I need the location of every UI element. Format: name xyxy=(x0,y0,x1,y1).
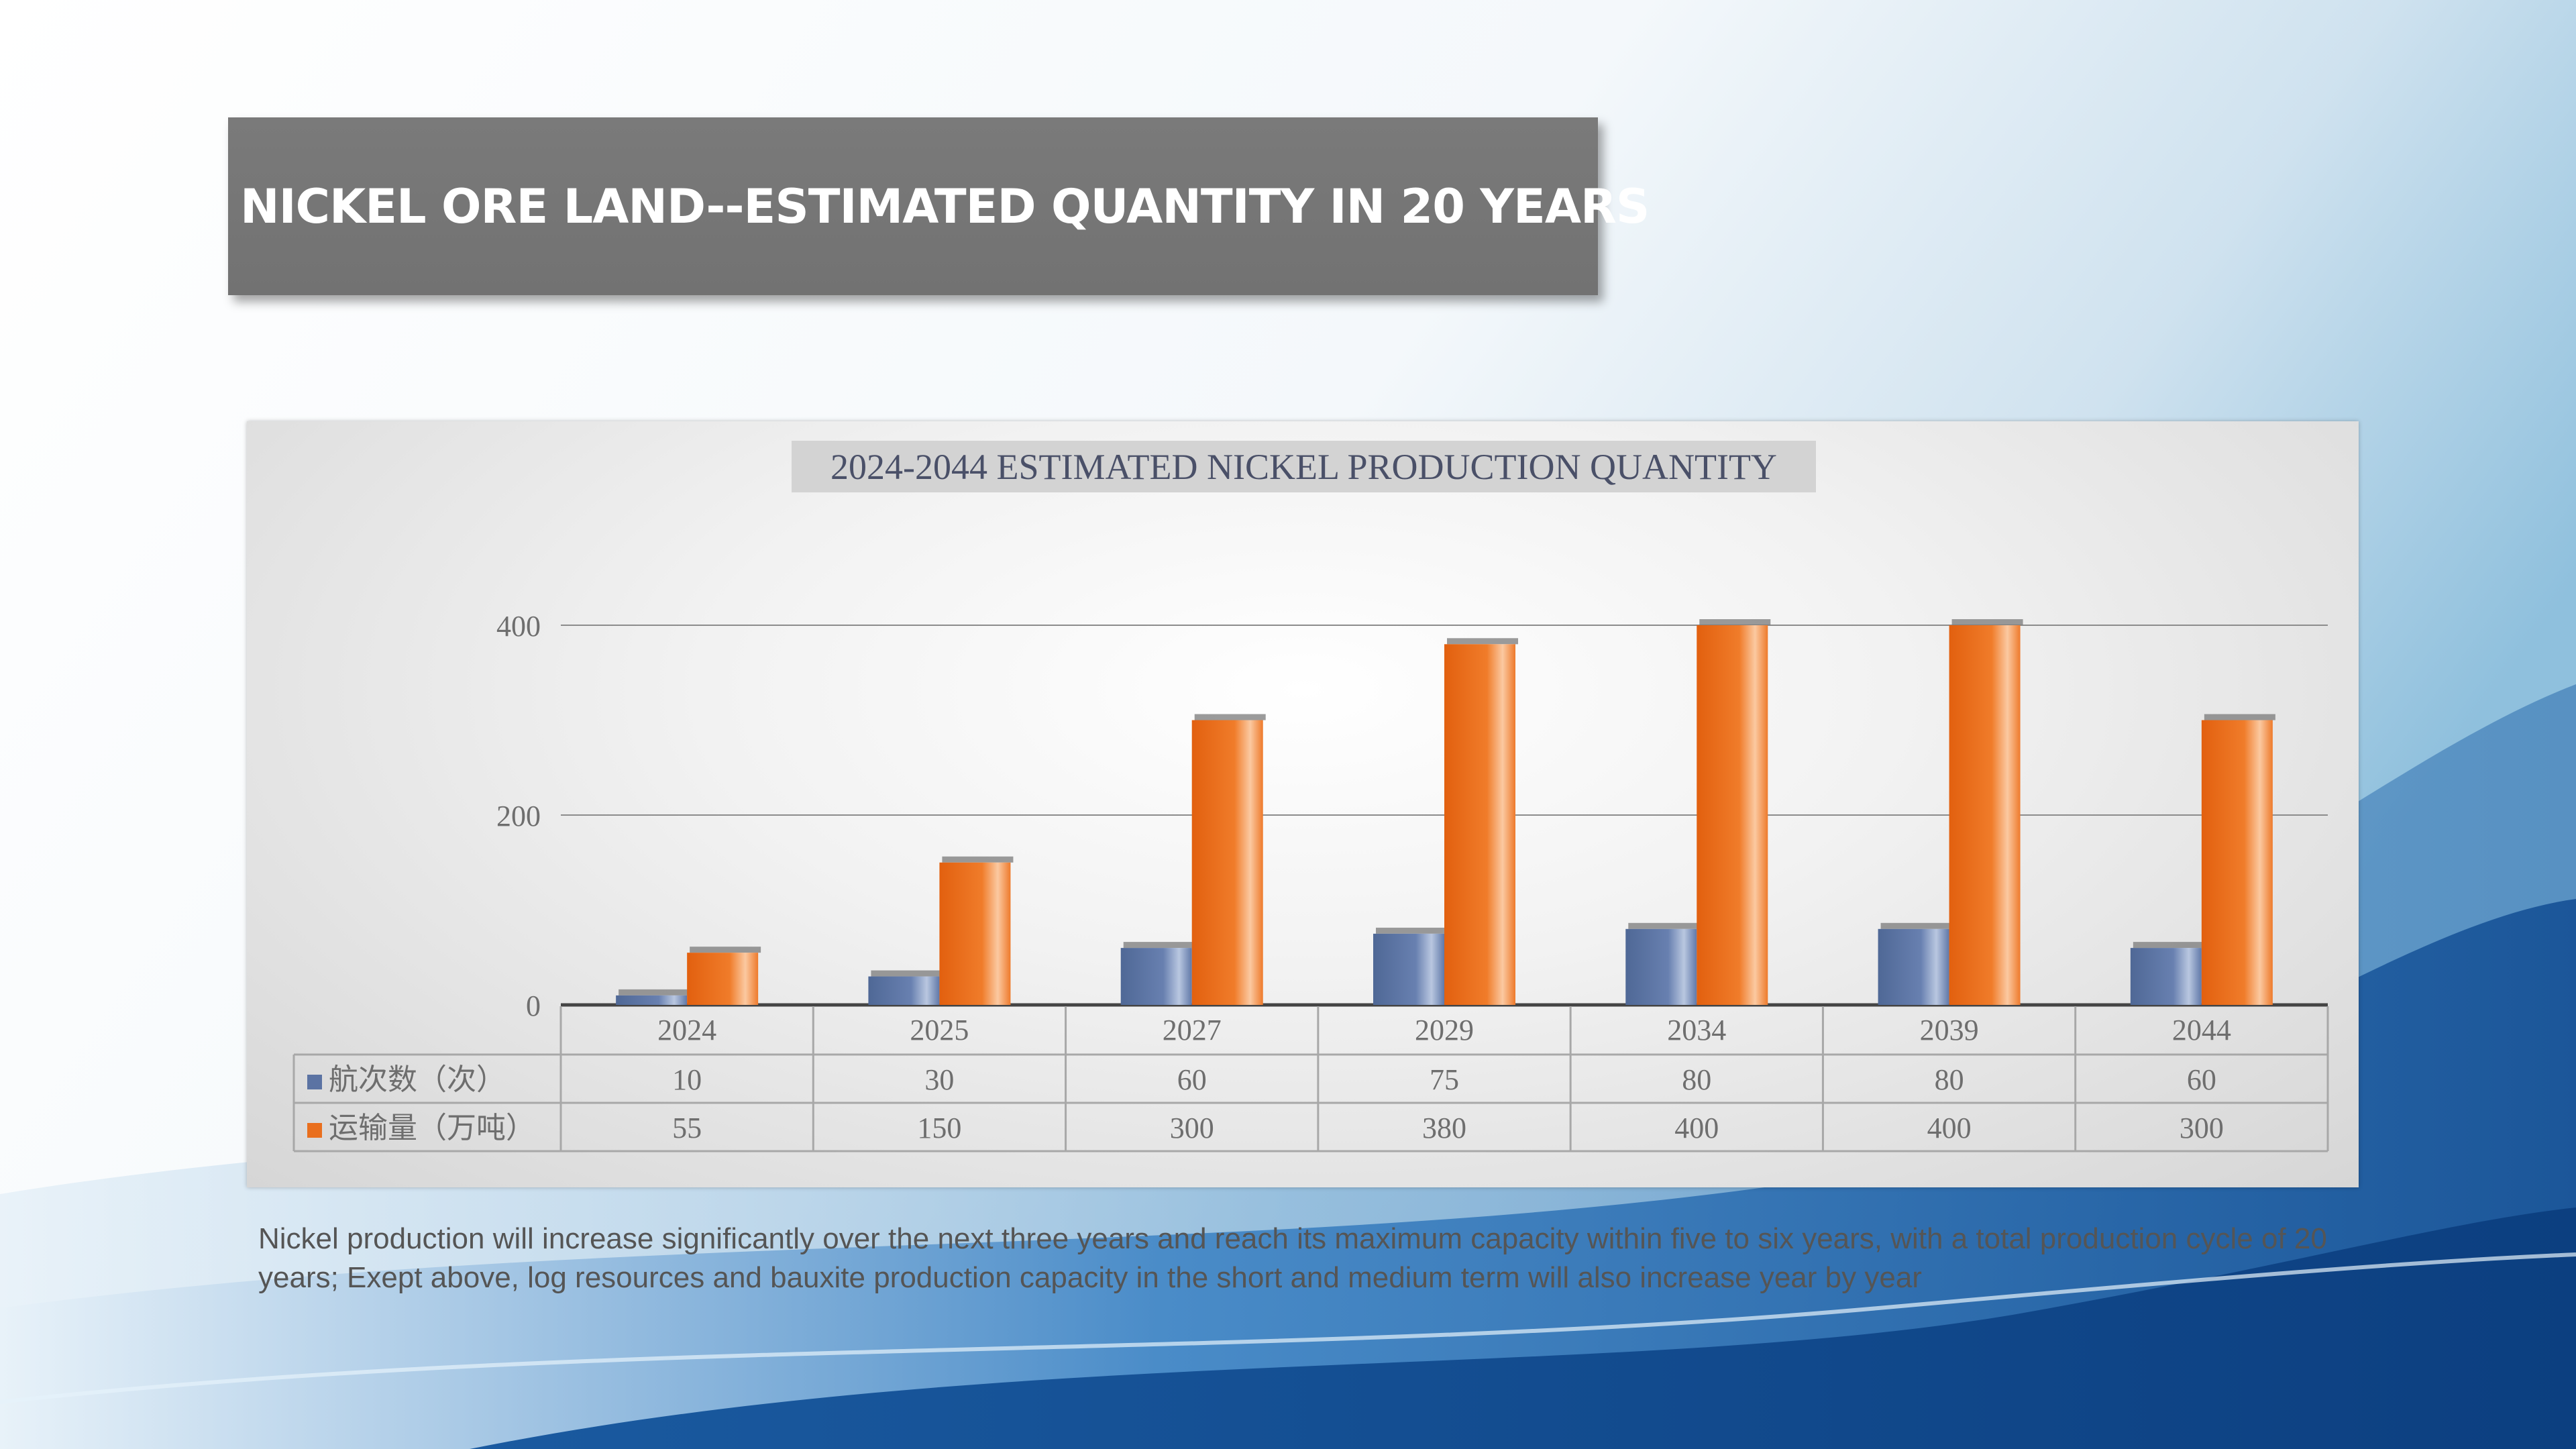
slide-title: NICKEL ORE LAND--ESTIMATED QUANTITY IN 2… xyxy=(240,178,1650,234)
x-tick-label: 2029 xyxy=(1415,1014,1474,1046)
bar-top-edge xyxy=(2133,942,2204,949)
table-cell-value: 75 xyxy=(1430,1063,1459,1096)
bar-voyages xyxy=(616,995,688,1005)
bar-top-edge xyxy=(1376,927,1447,934)
bar-voyages xyxy=(2130,948,2202,1005)
chart-title: 2024-2044 ESTIMATED NICKEL PRODUCTION QU… xyxy=(792,441,1816,492)
table-cell-value: 150 xyxy=(917,1112,961,1144)
legend-label-voyages: 航次数（次） xyxy=(329,1063,506,1097)
x-tick-label: 2034 xyxy=(1667,1014,1726,1046)
y-tick-label: 0 xyxy=(526,989,541,1022)
table-cell-value: 400 xyxy=(1674,1112,1719,1144)
bar-voyages xyxy=(1373,933,1444,1005)
bar-top-edge xyxy=(1951,619,2023,625)
bar-volume xyxy=(1191,720,1263,1005)
x-tick-label: 2044 xyxy=(2172,1014,2231,1046)
bar-volume xyxy=(939,862,1011,1005)
x-tick-label: 2024 xyxy=(657,1014,716,1046)
bar-voyages xyxy=(1625,928,1697,1005)
bar-voyages xyxy=(1878,928,1949,1005)
bar-voyages xyxy=(1120,948,1192,1005)
table-cell-value: 300 xyxy=(1170,1112,1214,1144)
bar-voyages xyxy=(868,976,940,1005)
table-cell-value: 300 xyxy=(2180,1112,2224,1144)
bar-volume xyxy=(1949,625,2021,1005)
table-cell-value: 30 xyxy=(924,1063,954,1096)
bar-top-edge xyxy=(619,989,690,996)
bar-volume xyxy=(1697,625,1768,1005)
x-tick-label: 2025 xyxy=(910,1014,969,1046)
y-tick-label: 400 xyxy=(496,610,541,643)
table-cell-value: 60 xyxy=(2187,1063,2216,1096)
slide-title-box: NICKEL ORE LAND--ESTIMATED QUANTITY IN 2… xyxy=(228,117,1650,295)
bar-top-edge xyxy=(2204,714,2275,720)
legend-swatch-voyages xyxy=(307,1075,322,1089)
bar-top-edge xyxy=(1628,922,1700,929)
table-cell-value: 380 xyxy=(1422,1112,1466,1144)
bar-top-edge xyxy=(1699,619,1771,625)
table-cell-value: 60 xyxy=(1177,1063,1207,1096)
bar-top-edge xyxy=(942,856,1014,863)
bar-top-edge xyxy=(1880,922,1952,929)
table-cell-value: 55 xyxy=(672,1112,702,1144)
bar-volume xyxy=(1444,644,1515,1005)
bar-volume xyxy=(687,953,759,1005)
slide-caption: Nickel production will increase signific… xyxy=(258,1222,2327,1294)
table-cell-value: 80 xyxy=(1935,1063,1964,1096)
x-tick-label: 2039 xyxy=(1920,1014,1979,1046)
bar-top-edge xyxy=(1447,638,1518,645)
bar-top-edge xyxy=(1123,942,1195,949)
table-cell-value: 10 xyxy=(672,1063,702,1096)
table-cell-value: 400 xyxy=(1927,1112,1972,1144)
y-tick-label: 200 xyxy=(496,800,541,833)
bar-top-edge xyxy=(871,970,943,977)
bar-top-edge xyxy=(1194,714,1266,720)
legend-swatch-volume xyxy=(307,1123,322,1138)
x-tick-label: 2027 xyxy=(1163,1014,1222,1046)
legend-label-volume: 运输量（万吨） xyxy=(329,1111,535,1145)
bar-top-edge xyxy=(690,947,761,953)
bar-volume xyxy=(2201,720,2273,1005)
table-cell-value: 80 xyxy=(1682,1063,1711,1096)
